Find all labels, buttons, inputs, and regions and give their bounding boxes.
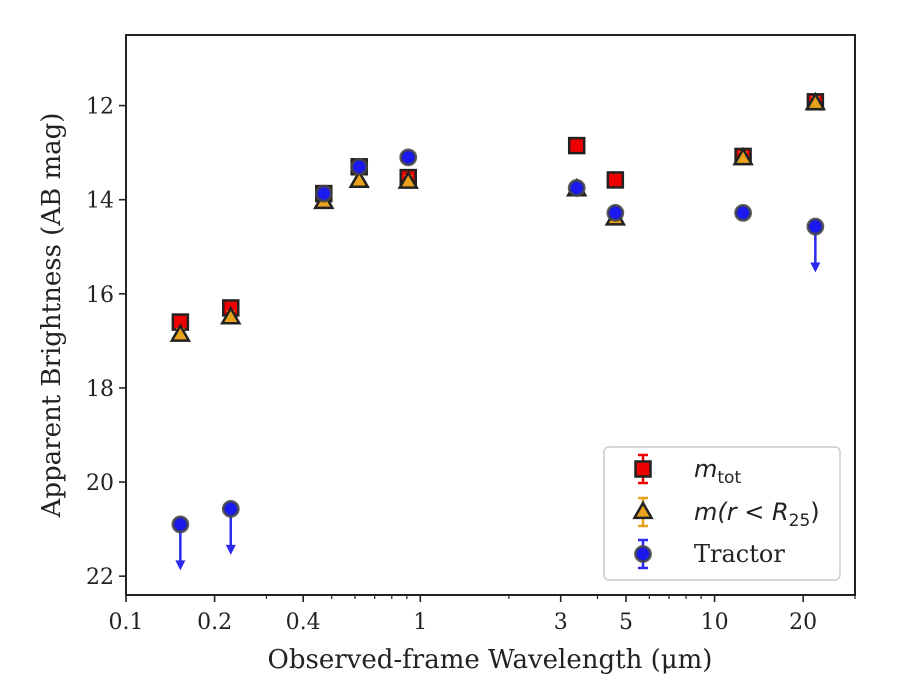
x-tick-label-6: 10 <box>701 610 729 635</box>
series-1-point-0 <box>169 323 192 342</box>
x-axis-ticks: 0.1 0.2 0.4 1 3 5 10 20 <box>109 595 856 635</box>
x-tick-label-2: 0.4 <box>286 610 321 635</box>
series-0-point-5 <box>567 136 586 155</box>
series-2-marker-4 <box>399 148 418 167</box>
legend-marker-1 <box>632 500 654 520</box>
legend-label-1: m(r < R25) <box>694 498 820 531</box>
legend-label-2: Tractor <box>694 540 785 568</box>
series-2-point-5 <box>567 179 586 197</box>
series-1-marker-7 <box>732 146 754 166</box>
series-1-marker-1 <box>220 305 242 325</box>
series-2-point-3 <box>350 157 369 176</box>
series-1-marker-8 <box>804 91 827 111</box>
series-2-marker-6 <box>606 203 625 222</box>
y-tick-label-1: 14 <box>86 189 114 214</box>
series-1-point-8 <box>804 91 827 111</box>
series-2-marker-5 <box>567 179 586 197</box>
y-tick-label-0: 12 <box>86 95 114 120</box>
series-0-marker-6 <box>606 171 625 189</box>
series-2-marker-1 <box>221 499 240 518</box>
series-1-point-1 <box>220 305 242 325</box>
series-1-marker-3 <box>348 169 370 188</box>
series-2-marker-3 <box>350 157 369 176</box>
legend-frame <box>603 446 841 581</box>
data-marks <box>169 91 827 571</box>
x-axis-label: Observed-frame Wavelength (μm) <box>268 645 713 675</box>
series-2-point-8 <box>806 217 825 273</box>
series-2-point-0 <box>171 515 190 571</box>
upper-limit-arrow-head <box>225 544 236 555</box>
y-axis-label: Apparent Brightness (AB mag) <box>37 113 67 519</box>
y-tick-label-5: 22 <box>86 565 114 590</box>
y-tick-label-2: 16 <box>86 283 114 308</box>
legend-entry-1: m(r < R25) <box>632 496 820 531</box>
y-axis-ticks: 12 14 16 18 20 22 <box>86 95 126 590</box>
legend: mtot m(r < R25) Tractor <box>603 446 841 581</box>
series-2-marker-0 <box>171 515 190 534</box>
series-2-point-7 <box>734 203 753 222</box>
legend-entry-0: mtot <box>634 453 741 488</box>
series-2-marker-2 <box>314 184 333 203</box>
series-2-point-2 <box>314 184 333 203</box>
legend-entry-2: Tractor <box>634 538 785 570</box>
upper-limit-arrow-head <box>810 262 821 273</box>
series-0-point-6 <box>606 171 625 189</box>
series-2-point-4 <box>399 148 418 167</box>
series-2-point-1 <box>221 499 240 555</box>
series-0-marker-5 <box>567 136 586 155</box>
y-tick-label-4: 20 <box>86 471 114 496</box>
y-tick-label-3: 18 <box>86 377 114 402</box>
series-2-point-6 <box>606 203 625 222</box>
x-tick-label-4: 3 <box>554 610 568 635</box>
x-tick-label-5: 5 <box>619 610 633 635</box>
series-2-marker-8 <box>806 217 825 236</box>
upper-limit-arrow-head <box>175 560 186 571</box>
x-tick-label-7: 20 <box>789 610 817 635</box>
x-tick-label-3: 1 <box>413 610 427 635</box>
legend-marker-2 <box>634 545 652 563</box>
series-1-marker-0 <box>169 323 192 342</box>
x-tick-label-1: 0.2 <box>197 610 232 635</box>
series-1-point-7 <box>732 146 754 166</box>
series-1-point-4 <box>397 170 419 189</box>
legend-marker-0 <box>634 460 652 478</box>
plot-frame <box>125 34 856 596</box>
series-2-marker-7 <box>734 203 753 222</box>
series-1-marker-4 <box>397 170 419 189</box>
x-tick-label-0: 0.1 <box>109 610 144 635</box>
legend-label-0: mtot <box>694 455 741 488</box>
